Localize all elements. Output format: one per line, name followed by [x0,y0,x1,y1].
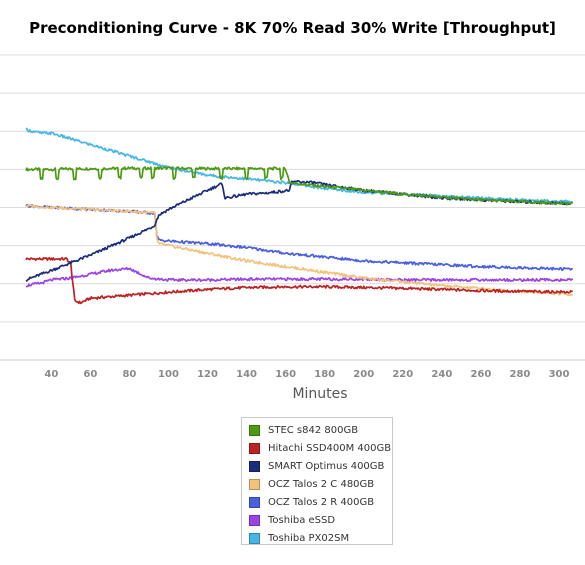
legend-label: Hitachi SSD400M 400GB [268,442,392,454]
x-tick-label: 280 [510,369,531,380]
legend-item: STEC s842 800GB [249,421,392,439]
legend-swatch [249,424,260,436]
legend-swatch [249,532,260,544]
x-tick-label: 240 [431,369,452,380]
legend-item: Toshiba eSSD [249,511,392,529]
x-tick-labels: 40 60 80 100 120 140 160 180 200 220 240 260 280 300 [44,369,569,380]
x-tick-label: 100 [158,369,179,380]
legend-swatch [249,442,260,454]
legend-swatch [249,496,260,508]
series-line-hitachi-ssd400m-400gb [25,256,573,305]
legend-label: SMART Optimus 400GB [268,460,385,472]
x-tick-label: 140 [236,369,257,380]
legend-item: Hitachi SSD400M 400GB [249,439,392,457]
x-tick-label: 200 [353,369,374,380]
legend-swatch [249,460,260,472]
series-lines [25,127,574,305]
series-line-toshiba-px02sm [25,127,573,204]
x-tick-label: 60 [83,369,97,380]
legend: STEC s842 800GB Hitachi SSD400M 400GB SMAR… [241,417,393,545]
x-tick-label: 220 [392,369,413,380]
series-line-toshiba-essd [25,266,574,288]
legend-label: Toshiba eSSD [268,514,336,526]
x-axis-label: Minutes [292,386,348,402]
grid-lines [0,54,585,361]
legend-item: OCZ Talos 2 R 400GB [249,493,392,511]
chart-plot: 40 60 80 100 120 140 160 180 200 220 240 260 280 300 [0,54,585,380]
legend-label: OCZ Talos 2 C 480GB [268,478,375,490]
legend-item: SMART Optimus 400GB [249,457,392,475]
legend-swatch [249,514,260,526]
legend-label: Toshiba PX02SM [268,532,350,544]
series-line-stec-s842-800gb [25,166,573,206]
x-tick-label: 180 [314,369,335,380]
chart-title: Preconditioning Curve - 8K 70% Read 30% … [29,19,556,37]
x-tick-label: 40 [44,369,58,380]
series-line-ocz-talos-2-r-400gb [25,203,574,272]
x-tick-label: 300 [549,369,570,380]
legend-item: Toshiba PX02SM [249,529,392,547]
x-tick-label: 80 [122,369,136,380]
legend-swatch [249,478,260,490]
x-tick-label: 120 [197,369,218,380]
x-tick-label: 260 [470,369,491,380]
legend-label: OCZ Talos 2 R 400GB [268,496,375,508]
x-tick-label: 160 [275,369,296,380]
series-line-ocz-talos-2-c-480gb [25,203,574,297]
legend-label: STEC s842 800GB [268,424,359,436]
legend-item: OCZ Talos 2 C 480GB [249,475,392,493]
